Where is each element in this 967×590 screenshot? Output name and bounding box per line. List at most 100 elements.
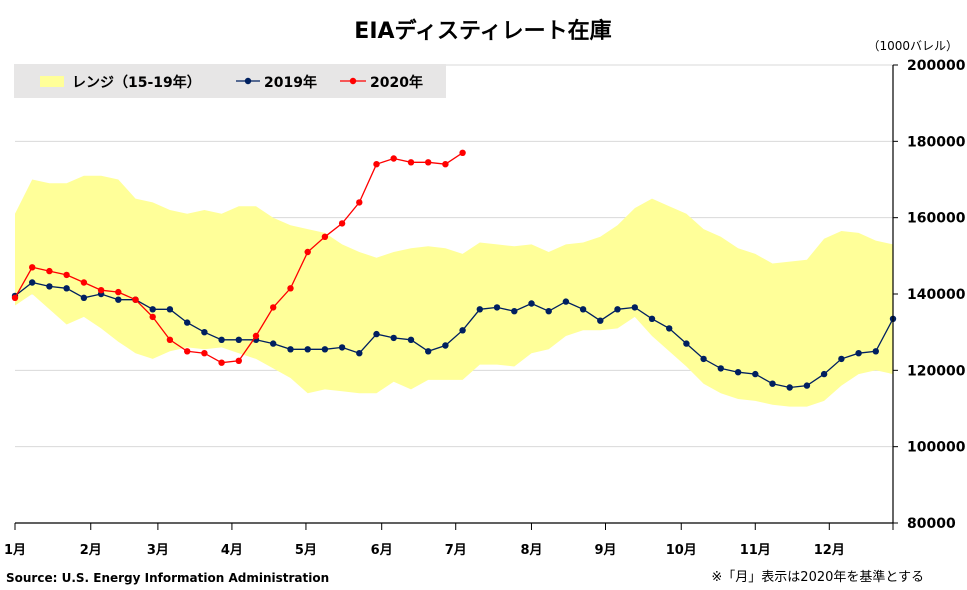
series-2019-point: [717, 365, 724, 372]
series-2019-point: [459, 327, 466, 334]
legend-2019-marker: [244, 77, 252, 85]
series-2019-point: [390, 334, 397, 342]
series-2019-point: [80, 294, 88, 301]
series-2019-point: [683, 340, 690, 347]
series-2019-point: [648, 315, 656, 322]
series-2019-point: [373, 330, 380, 338]
series-2020-point: [390, 155, 397, 162]
x-tick-label: 10月: [666, 543, 697, 558]
x-tick-label: 9月: [594, 543, 616, 558]
tick-labels: 80000 100000 120000 140000 160000 180000 20000…: [4, 58, 966, 558]
series-2019-point: [579, 306, 587, 313]
y-tick-label: 180000: [907, 134, 966, 150]
series-2019-point: [528, 300, 535, 307]
series-2019-point: [287, 346, 294, 353]
series-2020-point: [356, 199, 363, 206]
x-tick-label: 2月: [80, 543, 102, 558]
series-2020-point: [235, 357, 242, 364]
y-tick-label: 80000: [907, 516, 956, 532]
x-tick-label: 4月: [221, 543, 243, 558]
series-2019-point: [425, 348, 432, 355]
x-tick-label: 1月: [4, 543, 26, 558]
series-2020-point: [442, 161, 449, 168]
series-2019-point: [235, 336, 242, 343]
series-2019-point: [270, 340, 277, 347]
series-2019-point: [614, 306, 621, 313]
x-tick-label: 3月: [147, 543, 169, 558]
series-2020-point: [425, 159, 432, 166]
y-tick-label: 120000: [907, 363, 966, 379]
series-2019-point: [631, 304, 638, 311]
series-2020-point: [287, 285, 294, 292]
series-2019-point: [734, 369, 742, 376]
series-2020-point: [166, 336, 174, 343]
series-2020-point: [201, 350, 208, 357]
y-tick-label: 140000: [907, 287, 966, 303]
series-2019-point: [855, 350, 862, 357]
series-layer: [11, 149, 897, 391]
series-2020-point: [252, 332, 260, 340]
series-2020-point: [407, 159, 415, 166]
range-band: [15, 175, 893, 407]
x-tick-label: 11月: [740, 543, 771, 558]
y-tick-label: 160000: [907, 211, 966, 227]
legend-range-label: レンジ（15-19年）: [72, 74, 201, 91]
legend: レンジ（15-19年） 2019年 2020年: [14, 64, 446, 98]
x-tick-label: 5月: [295, 543, 317, 558]
legend-2020-marker: [349, 77, 357, 85]
series-2020-point: [46, 267, 53, 275]
legend-2019-label: 2019年: [264, 74, 317, 91]
footnote: ※「月」表示は2020年を基準とする: [711, 569, 924, 585]
series-2019-point: [700, 355, 707, 363]
series-2020-point: [29, 264, 36, 271]
unit-label: （1000バレル）: [867, 39, 958, 53]
series-2019-point: [666, 325, 673, 332]
series-2019-point: [786, 384, 793, 391]
series-2019-point: [184, 319, 191, 326]
source-text: Source: U.S. Energy Information Administ…: [6, 571, 329, 585]
x-tick-label: 8月: [520, 543, 542, 558]
series-2020-point: [149, 313, 156, 321]
series-2019-point: [820, 370, 828, 378]
series-2019-point: [304, 346, 311, 353]
series-2020-point: [321, 233, 329, 240]
series-2020-point: [11, 294, 19, 301]
series-2019-point: [407, 336, 415, 343]
series-2020-point: [97, 287, 105, 294]
legend-2020-label: 2020年: [370, 74, 423, 91]
x-tick-label: 6月: [371, 543, 393, 558]
series-2019-point: [29, 279, 36, 286]
series-2020-point: [459, 149, 466, 156]
axes: [14, 64, 898, 530]
chart-title: EIAディスティレート在庫: [354, 18, 611, 44]
y-tick-label: 100000: [907, 440, 966, 456]
series-2019-point: [338, 344, 346, 351]
series-2019-point: [442, 342, 449, 349]
series-2019-point: [149, 306, 156, 313]
series-2019-point: [46, 283, 53, 290]
series-2019-point: [356, 350, 363, 357]
series-2019-point: [63, 285, 70, 292]
series-2019-point: [803, 382, 811, 389]
series-2019-point: [545, 308, 552, 315]
series-2020-point: [338, 220, 346, 227]
series-2019-point: [752, 370, 759, 378]
series-2020-point: [304, 248, 311, 256]
series-2019-point: [321, 346, 329, 353]
series-2020-point: [115, 288, 122, 296]
series-2019-point: [838, 355, 845, 363]
series-2019-point: [115, 296, 122, 303]
series-2019-point: [201, 329, 208, 336]
series-2019-line: [14, 281, 894, 389]
series-2019-point: [493, 304, 501, 311]
x-tick-label: 7月: [445, 543, 467, 558]
series-2020-point: [373, 161, 380, 168]
series-2020-point: [184, 348, 191, 355]
series-2019-point: [218, 336, 225, 343]
series-2019-point: [872, 348, 879, 355]
series-2019-point: [476, 306, 483, 313]
legend-range-swatch: [40, 76, 64, 87]
series-2019-point: [511, 308, 518, 315]
y-tick-label: 200000: [907, 58, 966, 74]
